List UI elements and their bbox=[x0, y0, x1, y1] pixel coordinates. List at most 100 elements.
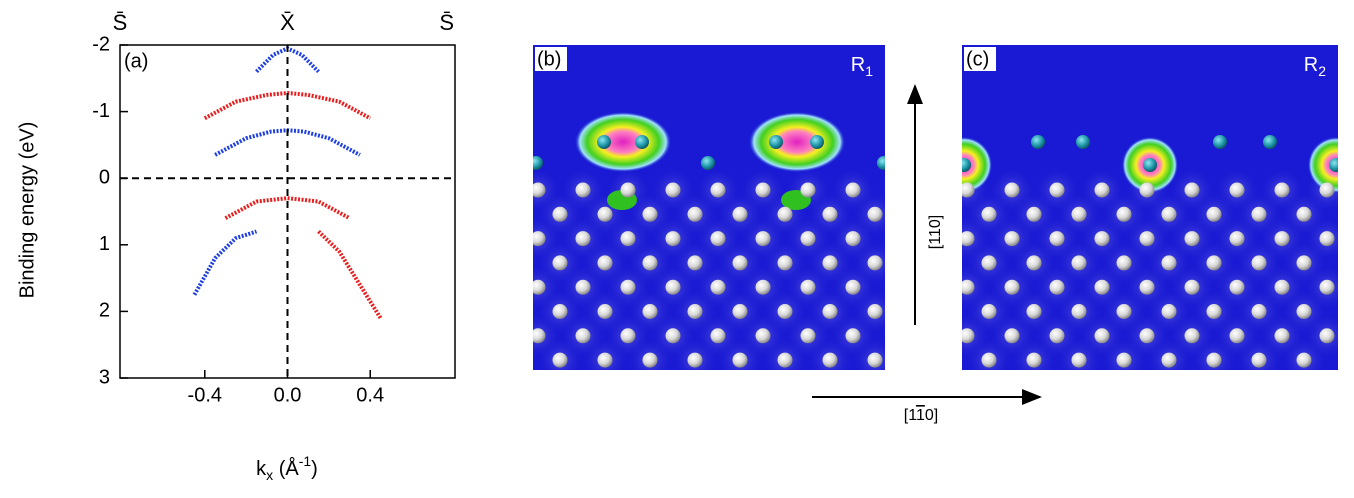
atom bbox=[868, 207, 883, 222]
atom bbox=[1162, 353, 1177, 368]
atom bbox=[688, 255, 703, 270]
atom bbox=[666, 231, 681, 246]
x-tick-label: 0.0 bbox=[274, 384, 302, 406]
atom bbox=[1140, 183, 1155, 198]
x-label-part: (Å bbox=[273, 457, 299, 480]
atom bbox=[598, 353, 613, 368]
kpoint-label: X̄ bbox=[280, 10, 295, 35]
atom bbox=[1005, 183, 1020, 198]
atom bbox=[1320, 231, 1335, 246]
atom bbox=[688, 207, 703, 222]
atom bbox=[531, 231, 546, 246]
adatom bbox=[877, 156, 891, 170]
direction-label: [110] bbox=[904, 407, 938, 424]
atom bbox=[598, 255, 613, 270]
atom bbox=[621, 231, 636, 246]
adatom bbox=[957, 158, 971, 172]
atom bbox=[1005, 280, 1020, 295]
atom bbox=[1140, 280, 1155, 295]
atom bbox=[1162, 255, 1177, 270]
band bbox=[319, 231, 381, 318]
atom bbox=[1095, 280, 1110, 295]
atom bbox=[1185, 328, 1200, 343]
x-tick-label: -0.4 bbox=[188, 384, 222, 406]
density-panel bbox=[516, 45, 897, 382]
atom bbox=[1072, 353, 1087, 368]
direction-label: [110] bbox=[927, 215, 944, 249]
atom bbox=[1275, 183, 1290, 198]
atom bbox=[982, 207, 997, 222]
atom bbox=[688, 353, 703, 368]
atom bbox=[733, 207, 748, 222]
atom bbox=[960, 280, 975, 295]
atom bbox=[1185, 183, 1200, 198]
density-panel bbox=[936, 45, 1354, 382]
atom bbox=[778, 207, 793, 222]
adatom bbox=[1031, 135, 1045, 149]
atom bbox=[778, 304, 793, 319]
density-blob bbox=[575, 112, 671, 172]
atom bbox=[621, 328, 636, 343]
atom bbox=[1005, 328, 1020, 343]
adatom bbox=[529, 156, 543, 170]
atom bbox=[982, 353, 997, 368]
atom bbox=[1095, 183, 1110, 198]
atom bbox=[1275, 231, 1290, 246]
atom bbox=[1230, 280, 1245, 295]
adatom bbox=[597, 135, 611, 149]
y-tick-label: 1 bbox=[99, 233, 110, 255]
atom bbox=[1072, 304, 1087, 319]
atom bbox=[643, 304, 658, 319]
atom bbox=[733, 353, 748, 368]
band bbox=[194, 231, 256, 294]
atom bbox=[846, 280, 861, 295]
atom bbox=[1140, 328, 1155, 343]
y-axis-label: Binding energy (eV) bbox=[16, 122, 38, 299]
atom bbox=[778, 255, 793, 270]
atom bbox=[553, 207, 568, 222]
atom bbox=[801, 328, 816, 343]
atom bbox=[1275, 280, 1290, 295]
atom bbox=[643, 255, 658, 270]
atom bbox=[688, 304, 703, 319]
atom bbox=[756, 280, 771, 295]
direction-part: 1 bbox=[916, 407, 925, 424]
atom bbox=[1140, 231, 1155, 246]
atom bbox=[1162, 304, 1177, 319]
atom bbox=[1185, 231, 1200, 246]
atom bbox=[1095, 328, 1110, 343]
atom bbox=[531, 183, 546, 198]
atom bbox=[868, 304, 883, 319]
atom bbox=[1230, 183, 1245, 198]
atom bbox=[598, 304, 613, 319]
atom bbox=[1207, 304, 1222, 319]
atom bbox=[823, 304, 838, 319]
atom bbox=[960, 183, 975, 198]
atom bbox=[1230, 328, 1245, 343]
atom bbox=[868, 255, 883, 270]
atom bbox=[801, 183, 816, 198]
x-tick-label: 0.4 bbox=[356, 384, 384, 406]
panel-label: (a) bbox=[124, 50, 148, 72]
y-tick-label: 3 bbox=[99, 366, 110, 388]
atom bbox=[1252, 255, 1267, 270]
atom bbox=[666, 328, 681, 343]
adatom bbox=[701, 156, 715, 170]
atom bbox=[553, 353, 568, 368]
y-tick-label: -1 bbox=[92, 100, 110, 122]
atom bbox=[1207, 207, 1222, 222]
atom bbox=[733, 304, 748, 319]
x-label-sup: -1 bbox=[299, 453, 312, 469]
atom bbox=[711, 183, 726, 198]
atom bbox=[576, 231, 591, 246]
adatom bbox=[1263, 135, 1277, 149]
atom bbox=[823, 255, 838, 270]
atom bbox=[846, 231, 861, 246]
atom bbox=[643, 207, 658, 222]
adatom bbox=[1076, 135, 1090, 149]
atom bbox=[1275, 328, 1290, 343]
atom bbox=[1027, 353, 1042, 368]
atom bbox=[756, 231, 771, 246]
x-label-sub: x bbox=[266, 467, 273, 483]
adatom bbox=[1329, 158, 1343, 172]
